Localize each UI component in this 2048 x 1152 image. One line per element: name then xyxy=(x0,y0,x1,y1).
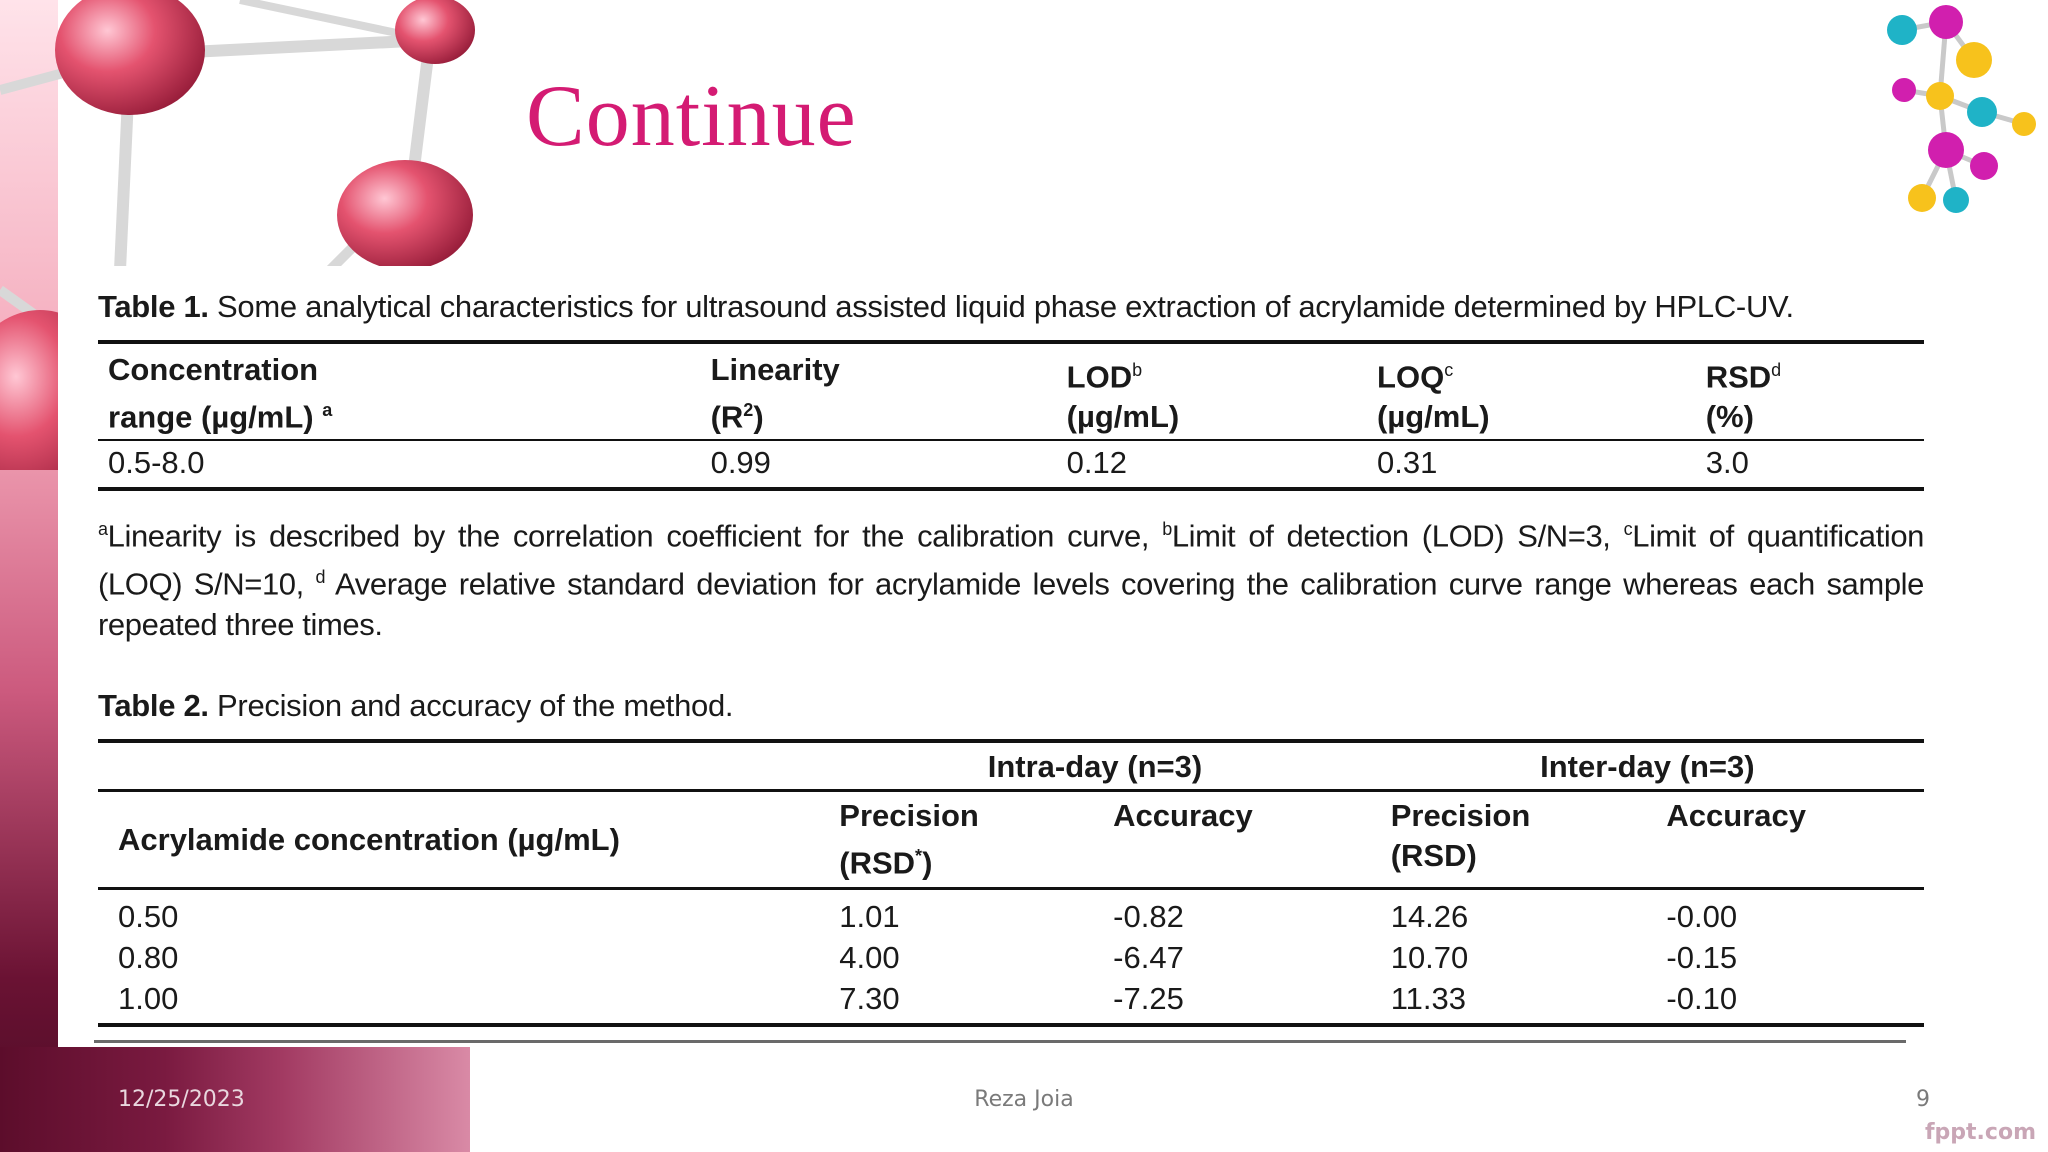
table2-cell-intra-accuracy: -6.47 xyxy=(1113,940,1184,976)
table2-caption-label: Table 2. xyxy=(98,687,209,723)
table2-group-empty xyxy=(98,740,820,792)
footer-decorative-block xyxy=(0,1047,470,1152)
table1-caption-label: Table 1. xyxy=(98,289,209,324)
table2-group-row: Intra-day (n=3) Inter-day (n=3) xyxy=(98,740,1924,792)
table-row: 0.5-8.0 0.99 0.12 0.31 3.0 xyxy=(98,440,1924,489)
document-content: Table 1. Some analytical characteristics… xyxy=(98,288,1925,1028)
table-row: 1.00 7.30 -7.25 11.33 -0.10 xyxy=(98,978,1924,1025)
table2-cell-intra-precision: 7.30 xyxy=(839,981,900,1017)
table2-header-intra-precision: Precision (RSD*) xyxy=(819,790,1094,891)
table2-header-concentration: Acrylamide concentration (µg/mL) xyxy=(98,790,820,891)
table2-group-intra: Intra-day (n=3) xyxy=(819,740,1371,792)
table1-cell-linearity: 0.99 xyxy=(710,445,771,481)
table2-header-inter-accuracy: Accuracy xyxy=(1646,790,1924,891)
table2-cell-conc: 1.00 xyxy=(118,981,179,1017)
table2-header-inter-precision: Precision (RSD) xyxy=(1370,790,1647,891)
slide-title: Continue xyxy=(526,68,857,165)
footer-author: Reza Joia xyxy=(974,1087,1074,1112)
footer-page-number: 9 xyxy=(1916,1087,1930,1112)
table2-cell-intra-accuracy: -7.25 xyxy=(1113,981,1184,1017)
table1-header-linearity: Linearity (R2) xyxy=(700,342,1057,442)
table2-cell-inter-precision: 14.26 xyxy=(1390,899,1469,935)
table1-header-rsd: RSDd (%) xyxy=(1695,342,1924,442)
content-panel: Table 1. Some analytical characteristics… xyxy=(58,266,1998,1046)
table-row: 0.50 1.01 -0.82 14.26 -0.00 xyxy=(98,889,1924,938)
table1-cell-loq: 0.31 xyxy=(1377,445,1438,481)
table2-cell-inter-accuracy: -0.15 xyxy=(1666,940,1738,976)
table2-cell-intra-precision: 4.00 xyxy=(839,940,900,976)
table1: Concentration range (µg/mL) a Linearity(… xyxy=(98,340,1924,492)
table2-cell-conc: 0.80 xyxy=(118,940,179,976)
table1-header-loq: LOQc (µg/mL) xyxy=(1367,342,1696,442)
table2-cell-intra-precision: 1.01 xyxy=(839,899,900,935)
colorful-molecule-icon xyxy=(1887,5,2036,213)
table2-caption: Table 2. Precision and accuracy of the m… xyxy=(98,687,1924,725)
watermark-logo: fppt.com xyxy=(1924,1120,2036,1145)
table2-cell-inter-accuracy: -0.10 xyxy=(1666,981,1738,1017)
table1-cell-lod: 0.12 xyxy=(1066,445,1127,481)
table1-header-row: Concentration range (µg/mL) a Linearity(… xyxy=(98,342,1924,442)
table1-cell-rsd: 3.0 xyxy=(1705,445,1749,481)
table2: Intra-day (n=3) Inter-day (n=3) Acrylami… xyxy=(98,738,1924,1028)
table2-cell-inter-accuracy: -0.00 xyxy=(1666,899,1738,935)
table2-group-inter: Inter-day (n=3) xyxy=(1370,740,1924,792)
table2-cell-conc: 0.50 xyxy=(118,899,179,935)
footer-separator-line xyxy=(94,1040,1906,1043)
table1-header-lod: LODb (µg/mL) xyxy=(1056,342,1368,442)
footer-date: 12/25/2023 xyxy=(118,1087,245,1112)
table2-cell-inter-precision: 11.33 xyxy=(1390,981,1466,1017)
table1-cell-range: 0.5-8.0 xyxy=(108,445,205,481)
table-row: 0.80 4.00 -6.47 10.70 -0.15 xyxy=(98,937,1924,978)
table2-header-intra-accuracy: Accuracy xyxy=(1093,790,1371,891)
table1-header-concentration: Concentration range (µg/mL) a xyxy=(98,342,701,442)
table2-cell-inter-precision: 10.70 xyxy=(1390,940,1469,976)
table2-caption-text: Precision and accuracy of the method. xyxy=(208,687,734,723)
table1-caption-text: Some analytical characteristics for ultr… xyxy=(208,289,1794,324)
table1-caption: Table 1. Some analytical characteristics… xyxy=(98,288,1924,326)
table1-footnote: aLinearity is described by the correlati… xyxy=(98,518,1925,642)
table2-header-row: Acrylamide concentration (µg/mL) Precisi… xyxy=(98,790,1924,891)
left-decorative-band xyxy=(0,0,58,1152)
table2-cell-intra-accuracy: -0.82 xyxy=(1113,899,1184,935)
